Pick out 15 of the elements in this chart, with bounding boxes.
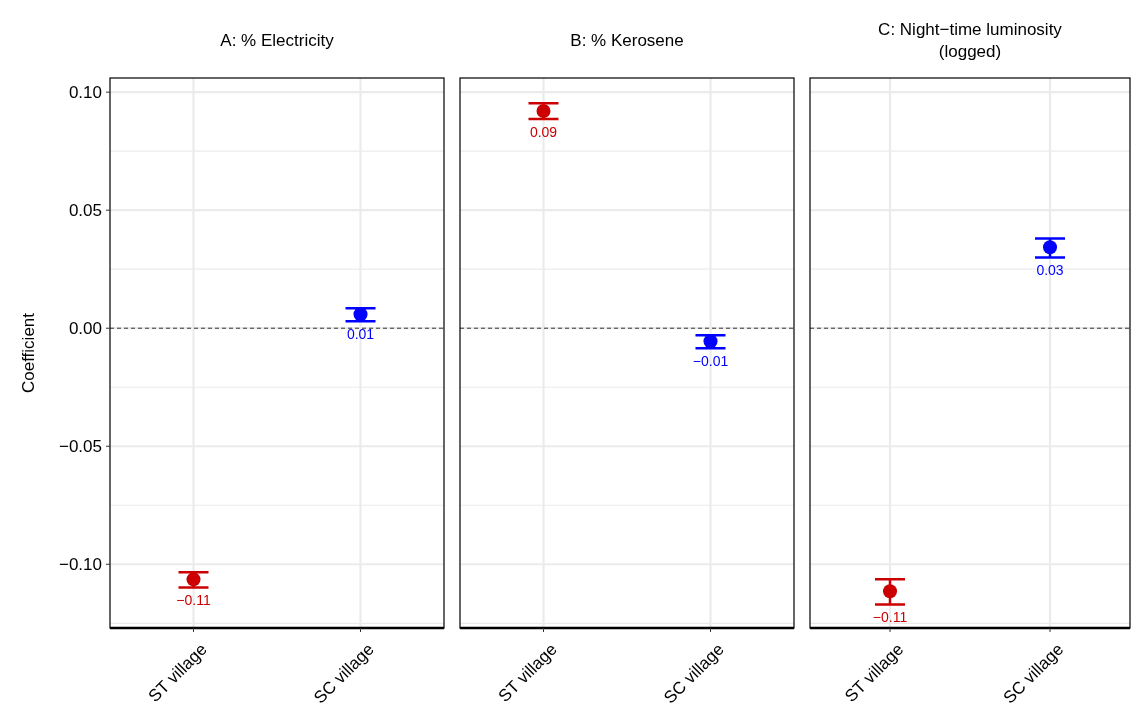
data-label: 0.01 [346,326,375,343]
chart-title: A: % Electricity [220,31,335,50]
data-label: −0.01 [692,353,729,370]
y-axis-title: Coefficient [19,312,38,394]
chart-title: C: Night−time luminosity (logged) [878,20,1063,61]
data-label: 0.03 [1036,262,1064,279]
data-label: 0.09 [529,124,558,141]
y-tick-label: 0.10 [68,83,102,103]
chart-title: B: % Kerosene [570,31,684,50]
data-label: −0.11 [872,609,908,626]
y-tick-label: 0.00 [68,319,102,339]
y-tick-label: −0.05 [58,437,102,457]
y-tick-label: −0.10 [58,555,102,575]
y-tick-label: 0.05 [68,201,102,221]
data-label: −0.11 [176,592,211,609]
